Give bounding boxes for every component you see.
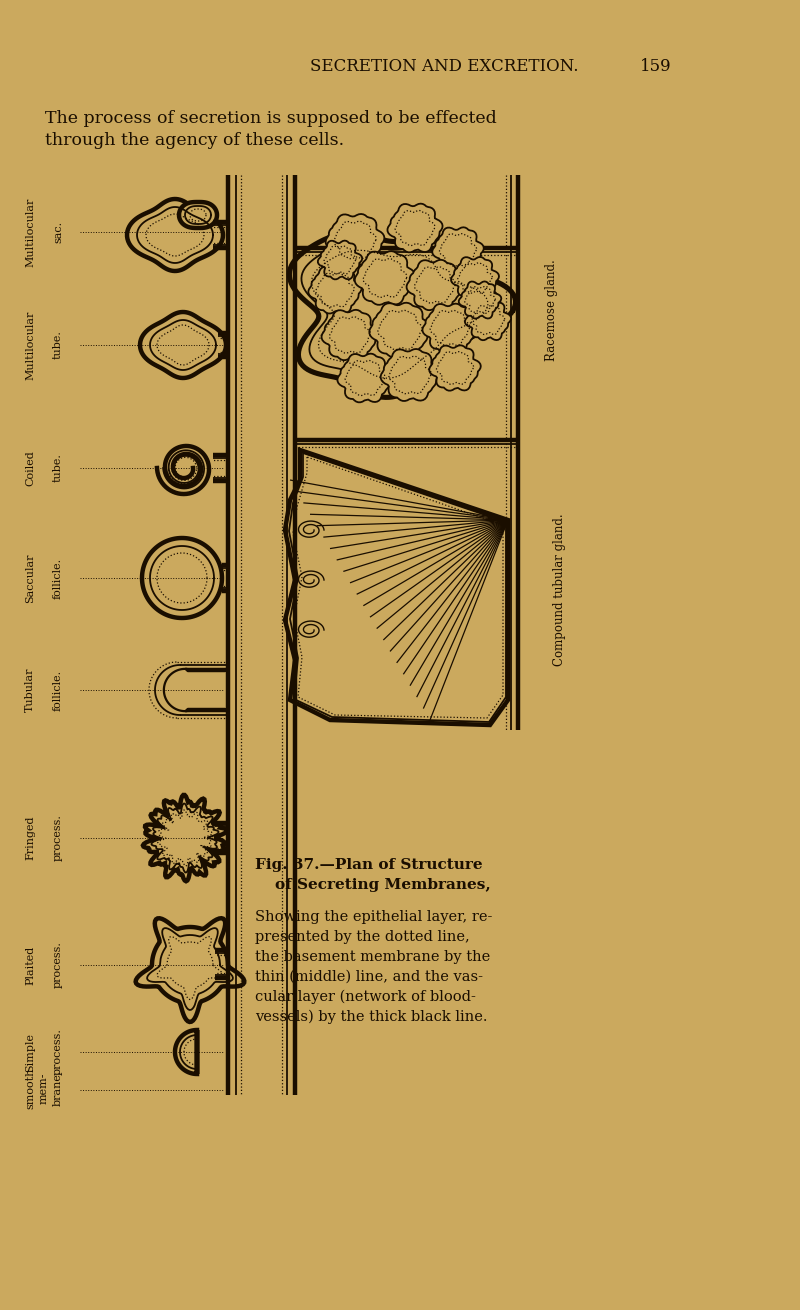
Polygon shape bbox=[465, 300, 511, 341]
Text: of Secreting Membranes,: of Secreting Membranes, bbox=[275, 878, 490, 892]
Text: Multilocular: Multilocular bbox=[25, 198, 35, 267]
Text: process.: process. bbox=[53, 942, 63, 989]
Text: thin (middle) line, and the vas-: thin (middle) line, and the vas- bbox=[255, 969, 483, 984]
Text: the basement membrane by the: the basement membrane by the bbox=[255, 950, 490, 964]
Polygon shape bbox=[422, 304, 478, 352]
Text: sac.: sac. bbox=[53, 221, 63, 244]
Polygon shape bbox=[308, 266, 362, 313]
Text: Racemose gland.: Racemose gland. bbox=[546, 259, 558, 360]
Text: presented by the dotted line,: presented by the dotted line, bbox=[255, 930, 470, 945]
Text: Simple: Simple bbox=[25, 1032, 35, 1072]
Text: Multilocular: Multilocular bbox=[25, 310, 35, 380]
Polygon shape bbox=[285, 451, 508, 724]
Polygon shape bbox=[322, 309, 378, 360]
Bar bbox=[241, 176, 282, 1095]
Text: SECRETION AND EXCRETION.: SECRETION AND EXCRETION. bbox=[310, 58, 578, 75]
Polygon shape bbox=[127, 199, 223, 271]
Polygon shape bbox=[175, 1030, 197, 1074]
Text: Compound tubular gland.: Compound tubular gland. bbox=[554, 514, 566, 667]
Text: follicle.: follicle. bbox=[53, 669, 63, 710]
Text: vessels) by the thick black line.: vessels) by the thick black line. bbox=[255, 1010, 487, 1024]
Text: Plaited: Plaited bbox=[25, 946, 35, 985]
Polygon shape bbox=[458, 282, 502, 318]
Text: The process of secretion is supposed to be effected: The process of secretion is supposed to … bbox=[45, 110, 497, 127]
Polygon shape bbox=[354, 252, 415, 305]
Text: process.: process. bbox=[53, 1028, 63, 1076]
Polygon shape bbox=[179, 202, 217, 228]
Text: Fig. 37.—Plan of Structure: Fig. 37.—Plan of Structure bbox=[255, 858, 482, 872]
Text: Coiled: Coiled bbox=[25, 451, 35, 486]
Text: Fringed: Fringed bbox=[25, 816, 35, 861]
Text: through the agency of these cells.: through the agency of these cells. bbox=[45, 132, 344, 149]
Text: process.: process. bbox=[53, 815, 63, 862]
Polygon shape bbox=[318, 241, 362, 279]
Polygon shape bbox=[136, 918, 244, 1022]
Text: brane.: brane. bbox=[53, 1070, 63, 1106]
Polygon shape bbox=[370, 303, 430, 358]
Polygon shape bbox=[165, 669, 228, 710]
Text: 159: 159 bbox=[640, 58, 672, 75]
Polygon shape bbox=[451, 257, 499, 299]
Text: smooth: smooth bbox=[25, 1068, 35, 1108]
Text: Showing the epithelial layer, re-: Showing the epithelial layer, re- bbox=[255, 910, 492, 924]
Polygon shape bbox=[143, 795, 227, 882]
Text: tube.: tube. bbox=[53, 453, 63, 482]
Polygon shape bbox=[326, 214, 384, 266]
Polygon shape bbox=[140, 312, 226, 379]
Polygon shape bbox=[290, 233, 515, 397]
Polygon shape bbox=[430, 346, 481, 390]
Polygon shape bbox=[406, 259, 463, 310]
Polygon shape bbox=[387, 203, 442, 253]
Text: cular layer (network of blood-: cular layer (network of blood- bbox=[255, 990, 476, 1005]
Text: tube.: tube. bbox=[53, 330, 63, 359]
Polygon shape bbox=[142, 538, 222, 618]
Text: Tubular: Tubular bbox=[25, 668, 35, 713]
Polygon shape bbox=[432, 228, 484, 272]
Text: follicle.: follicle. bbox=[53, 558, 63, 599]
Polygon shape bbox=[338, 354, 393, 402]
Text: mem-: mem- bbox=[39, 1073, 49, 1104]
Polygon shape bbox=[381, 348, 439, 401]
Text: Saccular: Saccular bbox=[25, 553, 35, 603]
